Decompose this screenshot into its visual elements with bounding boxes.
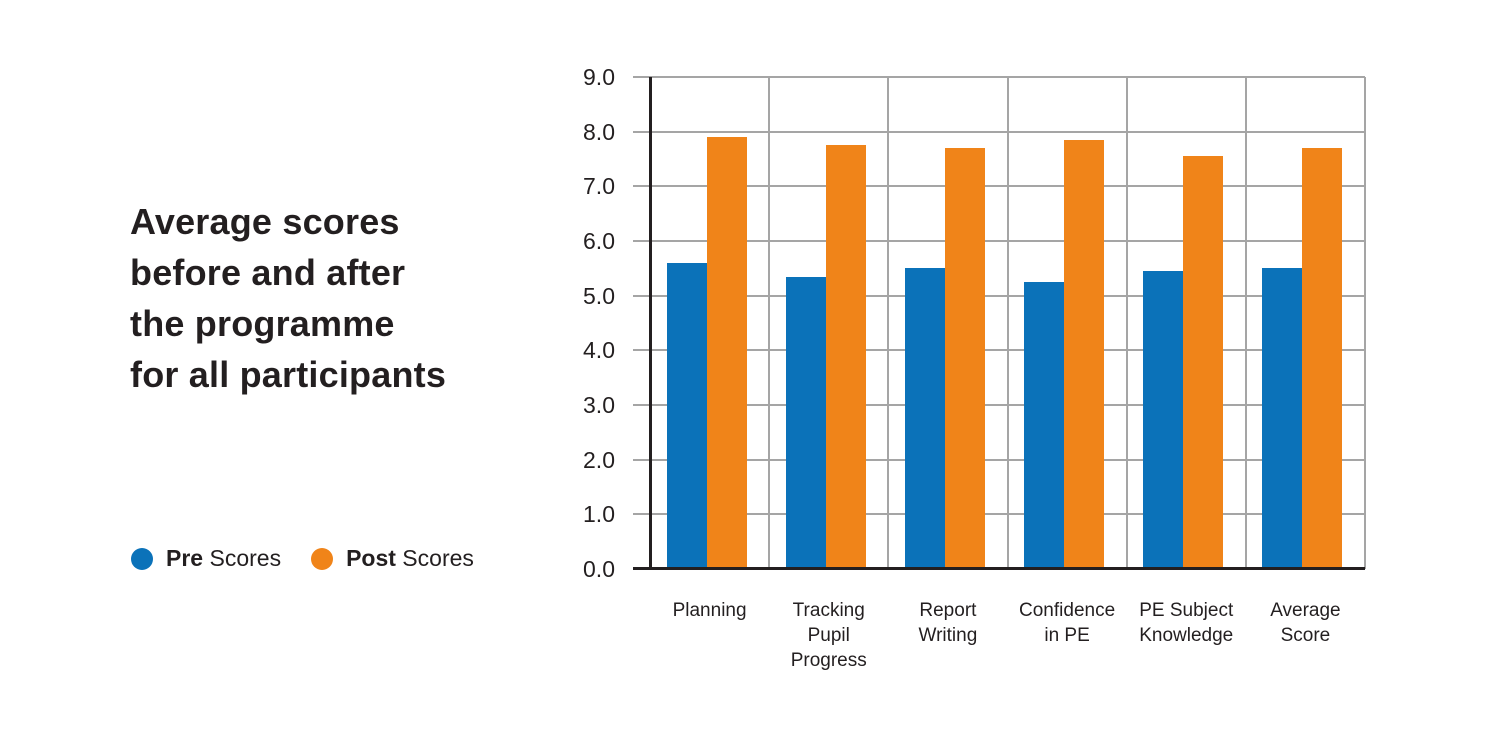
x-category-label: Tracking Pupil Progress (790, 600, 867, 671)
y-tick-label: 7.0 (583, 173, 615, 200)
gridline (633, 185, 1365, 188)
y-axis-line (649, 77, 652, 569)
column-separator (1364, 77, 1366, 569)
x-category-label: Report Writing (918, 600, 978, 646)
bar-post (706, 137, 747, 569)
pre-scores-swatch-icon (131, 547, 153, 570)
x-axis-line (633, 567, 1365, 570)
bar-pre (666, 262, 707, 569)
bar-post (944, 148, 985, 569)
gridline (633, 76, 1365, 78)
y-tick-label: 6.0 (583, 228, 615, 254)
x-category-label: Confidence in PE (1019, 600, 1116, 646)
x-category-label: Planning (672, 600, 747, 621)
bar-pre (1024, 282, 1065, 569)
bar-pre (1262, 268, 1303, 569)
y-tick-label: 1.0 (583, 501, 615, 528)
y-tick-label: 0.0 (583, 556, 615, 582)
y-tick-label: 3.0 (583, 392, 615, 418)
gridline (633, 513, 1365, 516)
gridline (633, 349, 1365, 352)
y-tick-label: 8.0 (583, 118, 615, 145)
gridline (633, 240, 1365, 242)
column-separator (887, 77, 890, 569)
y-tick-label: 9.0 (583, 64, 615, 90)
gridline (633, 294, 1365, 297)
legend-label-post: Post Scores (346, 545, 474, 571)
bar-post (1183, 156, 1224, 569)
column-separator (1244, 77, 1247, 569)
bar-post (825, 145, 866, 569)
post-scores-swatch-icon (311, 547, 334, 570)
column-separator (1006, 77, 1009, 569)
column-separator (768, 77, 771, 569)
bar-chart-plot: 0.0 1.0 2.0 3.0 4.0 5.0 6.0 7.0 8.0 9.0 Planning Tr… (583, 65, 1366, 671)
bar-post (1302, 148, 1343, 569)
x-category-label: PE Subject Knowledge (1139, 600, 1234, 646)
y-tick-label: 5.0 (583, 282, 615, 309)
legend-label-pre: Pre Scores (166, 545, 282, 571)
y-tick-label: 2.0 (583, 446, 615, 473)
y-tick-label: 4.0 (583, 337, 615, 364)
bar-pre (904, 268, 945, 569)
legend-item-pre: Pre Scores (131, 545, 281, 572)
gridline (633, 130, 1365, 133)
legend-item-post: Post Scores (311, 545, 474, 572)
bar-pre (785, 276, 826, 569)
x-category-label: Average Score (1270, 600, 1341, 646)
chart-title: Average scores before and after the prog… (130, 201, 447, 395)
chart-legend: Pre Scores Post Scores (131, 545, 504, 572)
gridline (633, 458, 1365, 461)
bar-post (1064, 139, 1105, 569)
bar-pre (1143, 271, 1184, 569)
column-separator (1125, 77, 1128, 569)
gridline (633, 404, 1365, 406)
